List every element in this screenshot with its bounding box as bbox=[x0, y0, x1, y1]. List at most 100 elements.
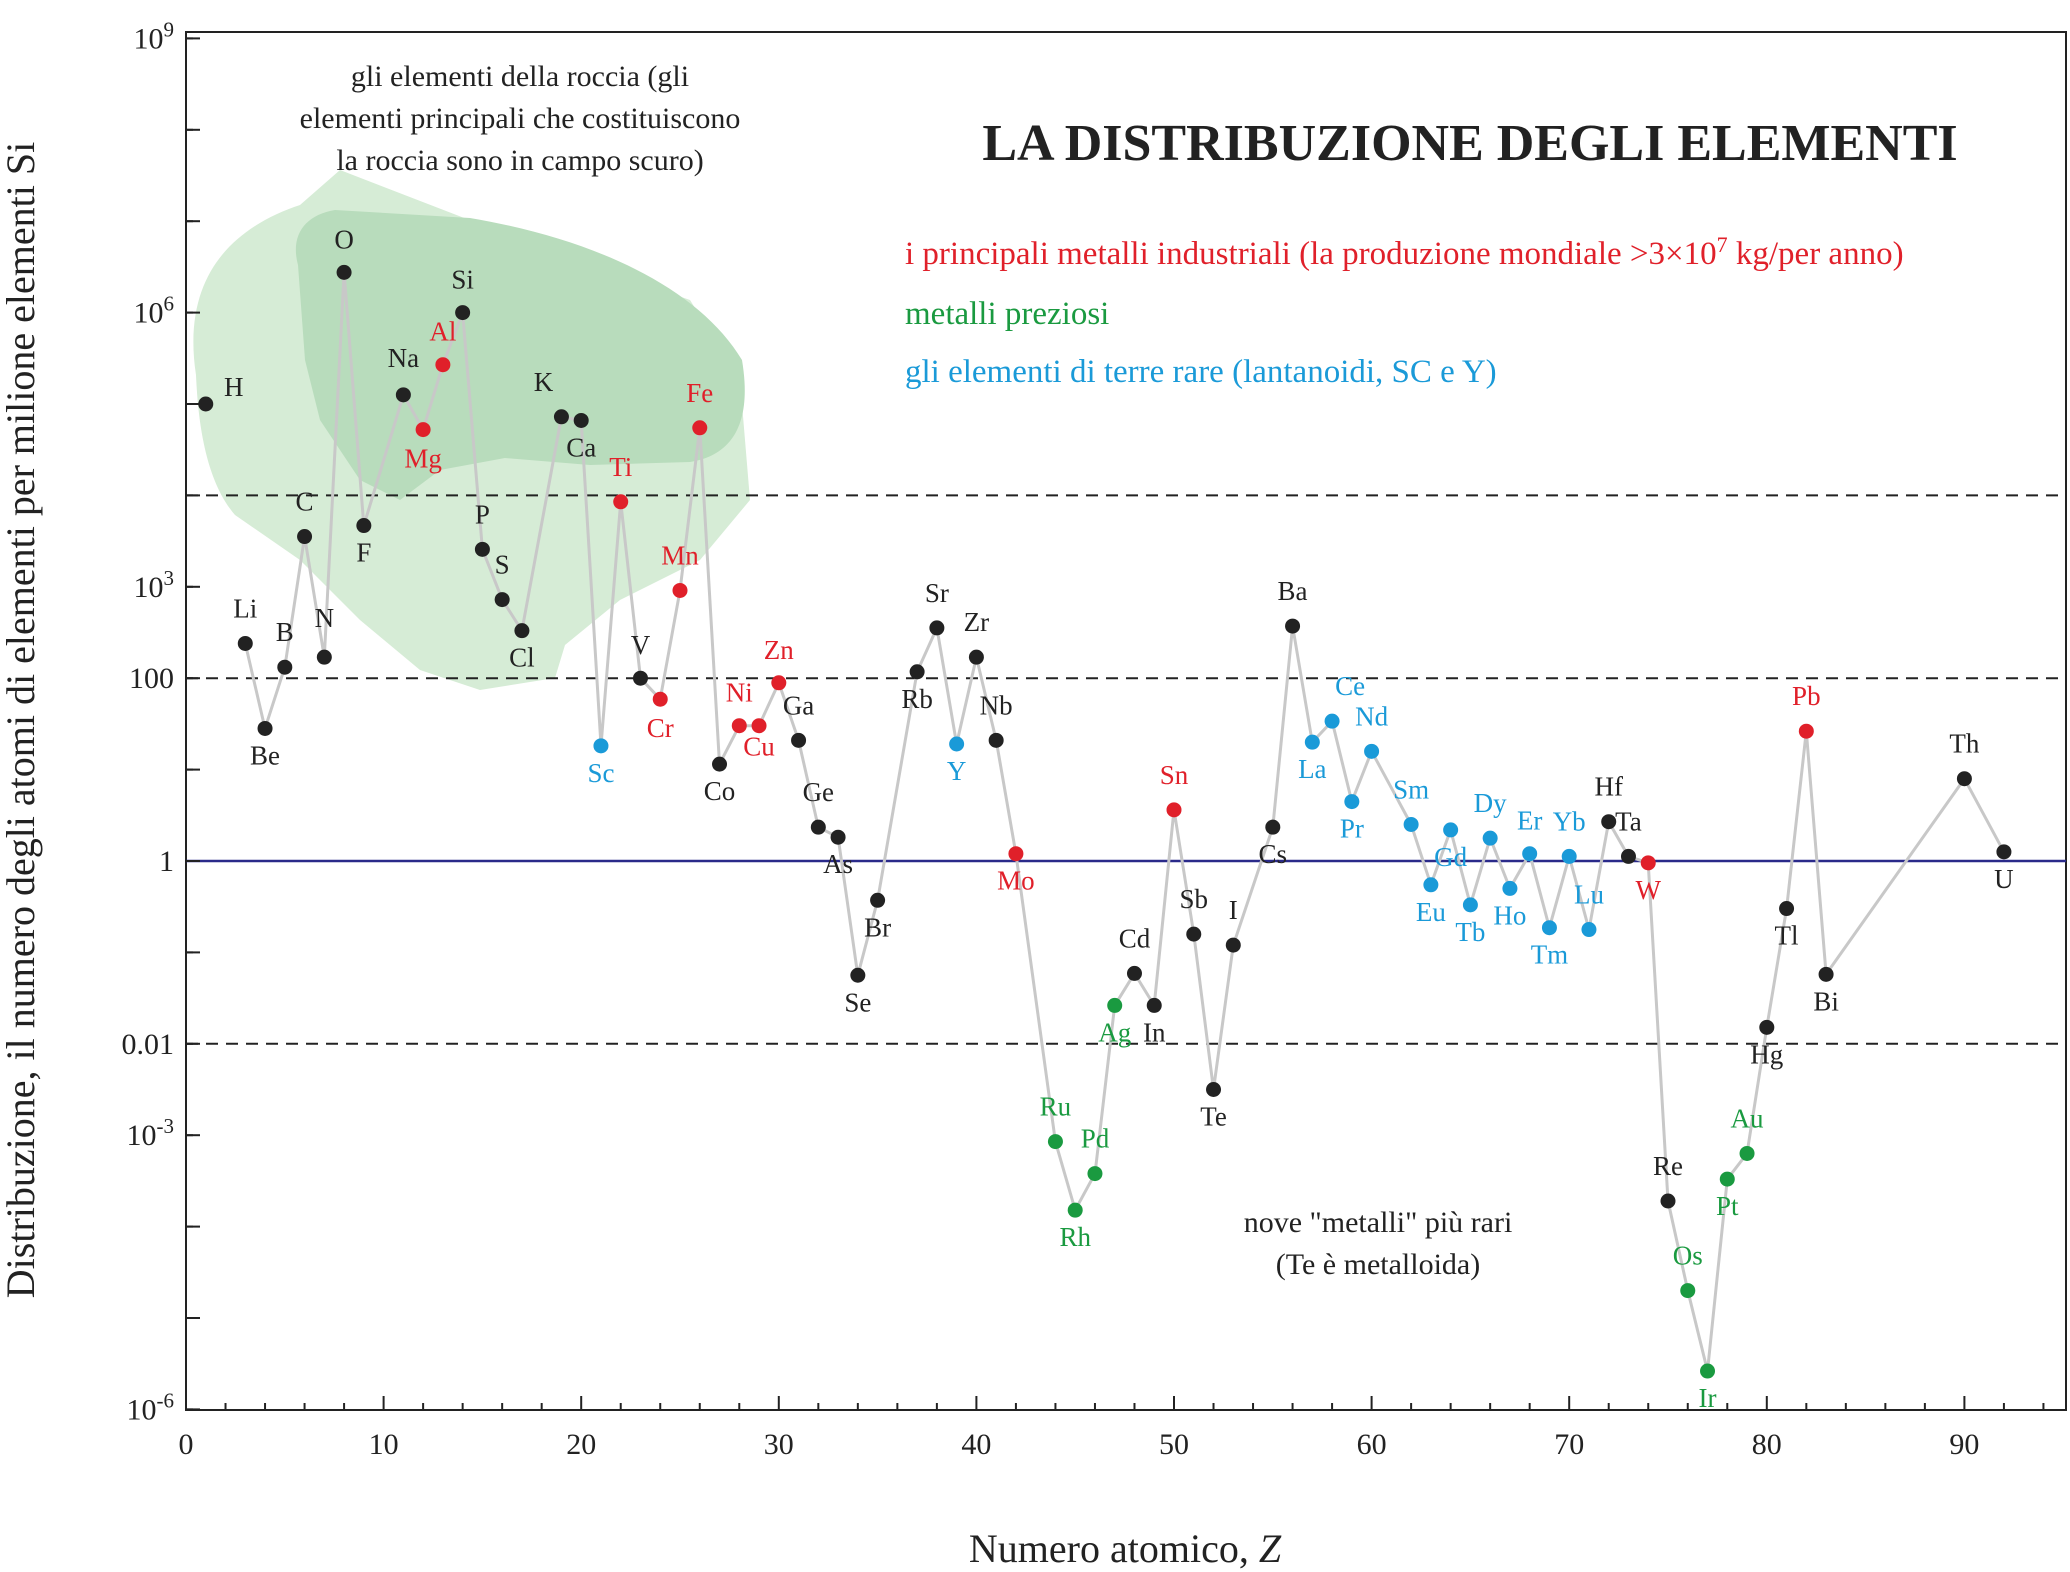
rare-metals-annotation: nove "metalli" più rari (Te è metalloida… bbox=[1244, 1206, 1513, 1281]
x-tick-label: 70 bbox=[1554, 1428, 1584, 1461]
y-axis-title: Distribuzione, il numero degli atomi di … bbox=[0, 142, 43, 1298]
point-cd bbox=[1126, 965, 1142, 981]
label-i: I bbox=[1229, 895, 1238, 925]
point-ti bbox=[613, 494, 629, 510]
label-ho: Ho bbox=[1493, 900, 1526, 930]
label-nb: Nb bbox=[980, 690, 1013, 720]
label-br: Br bbox=[864, 912, 891, 942]
legend-rare-earth: gli elementi di terre rare (lantanoidi, … bbox=[905, 354, 1497, 390]
x-tick-label: 40 bbox=[961, 1428, 991, 1461]
label-li: Li bbox=[233, 593, 257, 623]
point-b bbox=[277, 659, 293, 675]
point-pr bbox=[1344, 794, 1360, 810]
svg-text:elementi principali che costit: elementi principali che costituiscono bbox=[300, 102, 741, 135]
chart-title: LA DISTRIBUZIONE DEGLI ELEMENTI bbox=[982, 115, 1957, 172]
label-se: Se bbox=[844, 987, 871, 1017]
label-sn: Sn bbox=[1160, 760, 1189, 790]
point-be bbox=[257, 720, 273, 736]
point-c bbox=[297, 529, 313, 545]
label-ir: Ir bbox=[1699, 1383, 1717, 1413]
point-ho bbox=[1502, 880, 1518, 896]
point-tb bbox=[1462, 897, 1478, 913]
svg-text:(Te è metalloida): (Te è metalloida) bbox=[1276, 1248, 1480, 1281]
point-ru bbox=[1047, 1134, 1063, 1150]
y-tick-label: 0.01 bbox=[122, 1028, 175, 1061]
y-tick-label: 100 bbox=[129, 662, 174, 695]
label-u: U bbox=[1994, 864, 2014, 894]
label-tm: Tm bbox=[1531, 940, 1569, 970]
label-ti: Ti bbox=[609, 452, 632, 482]
data-points bbox=[198, 264, 2012, 1379]
legend-industrial: i principali metalli industriali (la pro… bbox=[905, 232, 1904, 273]
point-mg bbox=[415, 422, 431, 438]
point-er bbox=[1522, 846, 1538, 862]
label-ta: Ta bbox=[1615, 806, 1642, 836]
point-bi bbox=[1818, 966, 1834, 982]
y-tick-labels: 109 106 103 100 1 0.01 10-3 10-6 bbox=[122, 17, 175, 1426]
label-sr: Sr bbox=[925, 578, 949, 608]
point-al bbox=[435, 357, 451, 373]
svg-text:la roccia sono in campo scuro): la roccia sono in campo scuro) bbox=[336, 144, 703, 177]
label-ga: Ga bbox=[783, 690, 814, 720]
point-rb bbox=[909, 664, 925, 680]
point-as bbox=[830, 829, 846, 845]
label-rb: Rb bbox=[901, 684, 933, 714]
x-tick-label: 20 bbox=[566, 1428, 596, 1461]
label-hg: Hg bbox=[1750, 1039, 1783, 1069]
rock-annotation: gli elementi della roccia (gli elementi … bbox=[300, 60, 741, 177]
point-o bbox=[336, 264, 352, 280]
label-zr: Zr bbox=[964, 607, 989, 637]
label-mg: Mg bbox=[404, 444, 442, 474]
point-ag bbox=[1107, 997, 1123, 1013]
point-sm bbox=[1403, 816, 1419, 832]
label-rh: Rh bbox=[1059, 1222, 1091, 1252]
label-ag: Ag bbox=[1098, 1017, 1131, 1047]
y-tick-label: 106 bbox=[134, 292, 175, 330]
point-nd bbox=[1364, 743, 1380, 759]
reference-lines bbox=[186, 494, 2066, 1045]
point-yb bbox=[1561, 848, 1577, 864]
point-cu bbox=[751, 718, 767, 734]
label-f: F bbox=[356, 538, 371, 568]
point-th bbox=[1956, 771, 1972, 787]
label-sc: Sc bbox=[587, 758, 614, 788]
point-ca bbox=[573, 412, 589, 428]
label-gd: Gd bbox=[1434, 842, 1467, 872]
label-la: La bbox=[1298, 754, 1326, 784]
label-tb: Tb bbox=[1455, 917, 1485, 947]
label-dy: Dy bbox=[1474, 788, 1507, 818]
point-eu bbox=[1423, 877, 1439, 893]
point-zn bbox=[771, 675, 787, 691]
label-k: K bbox=[534, 367, 554, 397]
point-ce bbox=[1324, 713, 1340, 729]
point-ta bbox=[1620, 848, 1636, 864]
point-ir bbox=[1700, 1363, 1716, 1379]
point-cr bbox=[652, 691, 668, 707]
label-ni: Ni bbox=[726, 678, 753, 708]
label-n: N bbox=[315, 603, 335, 633]
element-labels: H Li Be B C N O F Na Mg Al Si PS Cl K Ca Sc Ti V Cr Mn Fe Co Ni… bbox=[224, 224, 2014, 1413]
point-co bbox=[712, 756, 728, 772]
point-k bbox=[553, 409, 569, 425]
point-lu bbox=[1581, 922, 1597, 938]
point-mn bbox=[672, 582, 688, 598]
point-s bbox=[494, 592, 510, 608]
label-ge: Ge bbox=[803, 777, 834, 807]
x-tick-label: 10 bbox=[369, 1428, 399, 1461]
label-cd: Cd bbox=[1119, 923, 1151, 953]
point-la bbox=[1304, 734, 1320, 750]
label-os: Os bbox=[1673, 1241, 1703, 1271]
x-tick-label: 60 bbox=[1357, 1428, 1387, 1461]
label-mo: Mo bbox=[997, 866, 1035, 896]
point-ba bbox=[1285, 618, 1301, 634]
x-tick-label: 0 bbox=[179, 1428, 194, 1461]
point-h bbox=[198, 396, 214, 412]
point-i bbox=[1225, 937, 1241, 953]
point-y bbox=[949, 736, 965, 752]
rock-region-dark bbox=[295, 210, 745, 500]
point-ni bbox=[731, 718, 747, 734]
label-cu: Cu bbox=[743, 732, 775, 762]
label-in: In bbox=[1143, 1017, 1166, 1047]
point-p bbox=[474, 541, 490, 557]
